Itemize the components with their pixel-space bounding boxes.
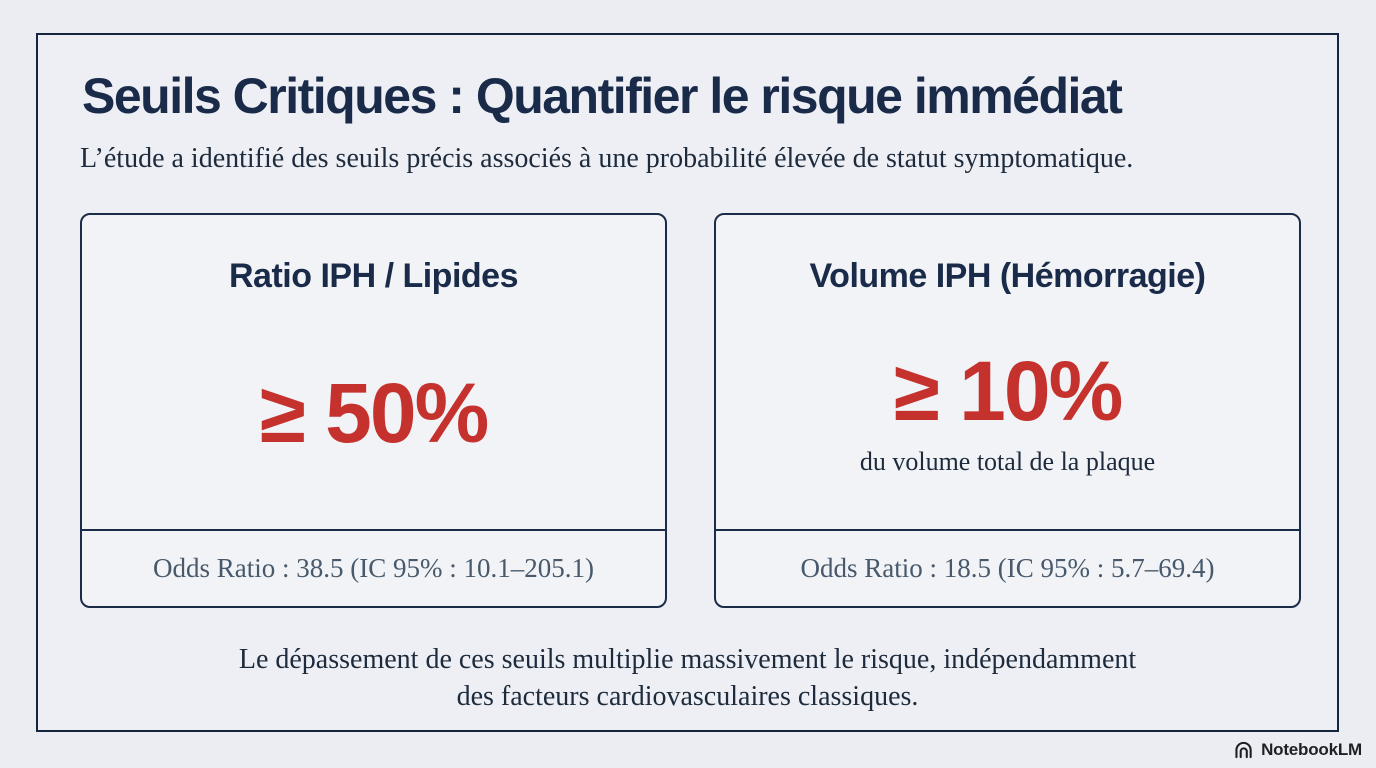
threshold-cards-row: Ratio IPH / Lipides ≥ 50% Odds Ratio : 3… — [80, 213, 1301, 608]
card-body: Volume IPH (Hémorragie) ≥ 10% du volume … — [716, 215, 1299, 529]
card-body: Ratio IPH / Lipides ≥ 50% — [82, 215, 665, 529]
odds-ratio-footer: Odds Ratio : 38.5 (IC 95% : 10.1–205.1) — [82, 529, 665, 606]
notebooklm-watermark: NotebookLM — [1234, 740, 1362, 760]
card-volume-iph: Volume IPH (Hémorragie) ≥ 10% du volume … — [714, 213, 1301, 608]
notebooklm-logo-icon — [1234, 741, 1255, 759]
conclusion-line-1: Le dépassement de ces seuils multiplie m… — [238, 644, 1137, 675]
card-value-area: ≥ 10% du volume total de la plaque — [716, 296, 1299, 529]
page-title: Seuils Critiques : Quantifier le risque … — [82, 68, 1123, 124]
threshold-caption: du volume total de la plaque — [859, 446, 1156, 476]
conclusion-text: Le dépassement de ces seuils multiplie m… — [38, 641, 1337, 715]
conclusion-line-2: des facteurs cardiovasculaires classique… — [456, 681, 919, 712]
odds-ratio-footer: Odds Ratio : 18.5 (IC 95% : 5.7–69.4) — [716, 529, 1299, 606]
card-title: Ratio IPH / Lipides — [229, 257, 518, 295]
card-value-area: ≥ 50% — [82, 296, 665, 529]
notebooklm-label: NotebookLM — [1261, 740, 1362, 759]
slide-frame: Seuils Critiques : Quantifier le risque … — [36, 33, 1339, 732]
slide-subtitle: L’étude a identifié des seuils précis as… — [80, 143, 1134, 174]
card-ratio-iph-lipides: Ratio IPH / Lipides ≥ 50% Odds Ratio : 3… — [80, 213, 667, 608]
threshold-value: ≥ 50% — [259, 365, 490, 460]
card-title: Volume IPH (Hémorragie) — [809, 257, 1206, 295]
threshold-value: ≥ 10% — [893, 343, 1124, 438]
